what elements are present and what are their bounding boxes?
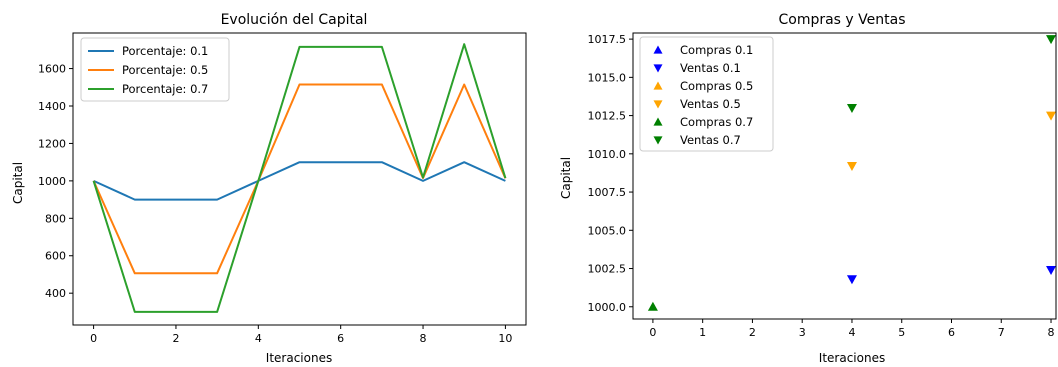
- y-tick-label: 1010.0: [588, 148, 627, 161]
- y-tick-label: 1015.0: [588, 71, 627, 84]
- chart-title: Compras y Ventas: [778, 12, 905, 28]
- legend-label: Porcentaje: 0.7: [122, 82, 208, 96]
- y-axis-label: Capital: [11, 162, 25, 204]
- legend-label: Compras 0.7: [680, 115, 753, 129]
- scatter-point: [846, 275, 857, 285]
- y-axis-label: Capital: [559, 157, 573, 199]
- legend-swatch: [653, 45, 663, 54]
- x-tick-label: 0: [90, 332, 97, 345]
- legend-swatch: [653, 100, 663, 109]
- y-tick-label: 1000: [38, 175, 66, 188]
- scatter-point: [846, 162, 857, 172]
- scatter-point: [1046, 266, 1057, 276]
- x-tick-label: 6: [948, 326, 955, 339]
- x-tick-label: 4: [848, 326, 855, 339]
- y-tick-label: 1017.5: [588, 33, 627, 46]
- x-tick-label: 8: [1048, 326, 1055, 339]
- buy-sell-chart: Compras y Ventas Iteraciones Capital 0 1 2…: [559, 12, 1057, 365]
- y-tick-label: 1012.5: [588, 110, 627, 123]
- legend-label: Compras 0.1: [680, 43, 753, 57]
- x-tick-label: 3: [799, 326, 806, 339]
- legend: Compras 0.1 Ventas 0.1 Compras 0.5 Ventas 0…: [639, 36, 774, 152]
- x-tick-label: 5: [898, 326, 905, 339]
- series-line: [92, 83, 507, 275]
- x-tick-label: 4: [255, 332, 262, 345]
- y-tick-label: 1600: [38, 63, 66, 76]
- scatter-point: [647, 301, 658, 311]
- x-tick-label: 2: [172, 332, 179, 345]
- y-tick-label: 1000.0: [588, 301, 627, 314]
- legend-label: Porcentaje: 0.5: [122, 63, 208, 77]
- series-line: [93, 161, 506, 201]
- scatter-point: [1046, 35, 1057, 45]
- x-tick-label: 1: [699, 326, 706, 339]
- legend-swatch: [653, 117, 663, 126]
- legend-label: Ventas 0.7: [680, 133, 741, 147]
- x-tick-label: 0: [649, 326, 656, 339]
- scatter-point: [1046, 111, 1057, 121]
- legend-swatch: [653, 81, 663, 90]
- y-tick-label: 1007.5: [588, 186, 627, 199]
- legend-swatch: [653, 136, 663, 145]
- y-tick-label: 1200: [38, 137, 66, 150]
- y-tick-label: 800: [45, 212, 66, 225]
- chart-title: Evolución del Capital: [221, 12, 368, 28]
- x-axis-label: Iteraciones: [819, 351, 885, 365]
- scatter-point: [846, 103, 857, 113]
- capital-evolution-chart: Evolución del Capital Iteraciones Capita…: [11, 12, 527, 365]
- x-tick-label: 7: [998, 326, 1005, 339]
- x-tick-label: 2: [749, 326, 756, 339]
- legend-label: Porcentaje: 0.1: [122, 44, 208, 58]
- legend-label: Compras 0.5: [680, 79, 753, 93]
- y-tick-label: 1002.5: [588, 263, 627, 276]
- y-tick-label: 400: [45, 287, 66, 300]
- x-axis-label: Iteraciones: [266, 351, 332, 365]
- plot-frame: [72, 32, 527, 326]
- legend-swatch: [653, 64, 663, 73]
- y-tick-label: 1005.0: [588, 224, 627, 237]
- legend-label: Ventas 0.5: [680, 97, 741, 111]
- series-line: [92, 43, 507, 313]
- y-tick-label: 1400: [38, 100, 66, 113]
- plot-frame: [632, 32, 1057, 320]
- legend: Porcentaje: 0.1 Porcentaje: 0.5 Porcentaje…: [80, 37, 230, 102]
- x-tick-label: 6: [337, 332, 344, 345]
- y-tick-label: 600: [45, 250, 66, 263]
- legend-label: Ventas 0.1: [680, 61, 741, 75]
- x-tick-label: 8: [420, 332, 427, 345]
- legend-box: [639, 36, 774, 152]
- legend-box: [80, 37, 230, 102]
- x-tick-label: 10: [498, 332, 512, 345]
